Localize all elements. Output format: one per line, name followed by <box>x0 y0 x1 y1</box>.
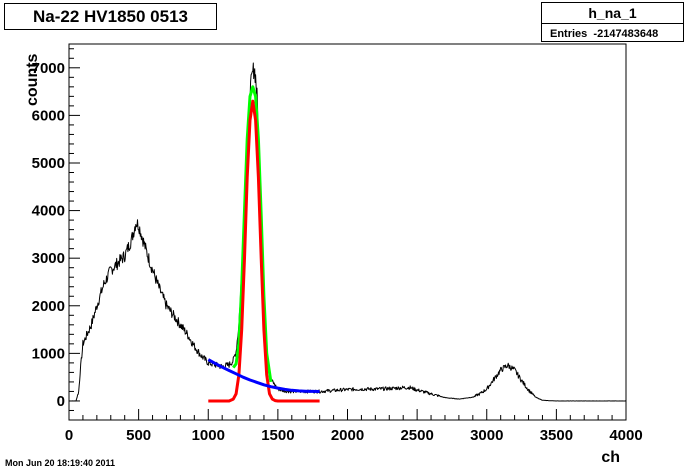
x-tick-label: 4000 <box>609 427 642 444</box>
chart-title-box: Na-22 HV1850 0513 <box>4 3 217 30</box>
x-tick-label: 3000 <box>470 427 503 444</box>
entries-value: -2147483648 <box>593 27 659 40</box>
series-layer <box>69 62 627 403</box>
stats-box: h_na_1 Entries -2147483648 <box>541 2 684 42</box>
y-tick-label: 0 <box>57 393 65 410</box>
series-line-2 <box>208 99 320 403</box>
x-tick-label: 1500 <box>261 427 294 444</box>
x-tick-label: 1000 <box>192 427 225 444</box>
timestamp: Mon Jun 20 18:19:40 2011 <box>5 458 116 468</box>
histogram-name: h_na_1 <box>542 3 683 24</box>
y-axis-title: counts <box>24 53 41 106</box>
y-tick-label: 3000 <box>32 250 65 267</box>
x-tick-label: 0 <box>65 427 73 444</box>
x-axis-title: ch <box>601 449 620 466</box>
y-tick-label: 4000 <box>32 203 65 220</box>
entries-label: Entries <box>550 27 588 40</box>
y-tick-label: 5000 <box>32 155 65 172</box>
series-line-3 <box>207 358 320 393</box>
y-tick-label: 1000 <box>32 345 65 362</box>
axes: 0 500 1000 1500 2000 2500 3000 3500 4000 0 1000 200… <box>32 43 643 444</box>
entries-row: Entries -2147483648 <box>542 24 683 43</box>
plot-frame <box>68 43 627 421</box>
y-tick-label: 7000 <box>32 60 65 77</box>
y-tick-label: 2000 <box>32 298 65 315</box>
chart-title: Na-22 HV1850 0513 <box>32 6 188 26</box>
x-tick-label: 500 <box>126 427 151 444</box>
x-tick-label: 2500 <box>400 427 433 444</box>
x-tick-label: 2000 <box>331 427 364 444</box>
series-line-0 <box>69 62 627 402</box>
x-tick-label: 3500 <box>540 427 573 444</box>
y-tick-label: 6000 <box>32 107 65 124</box>
